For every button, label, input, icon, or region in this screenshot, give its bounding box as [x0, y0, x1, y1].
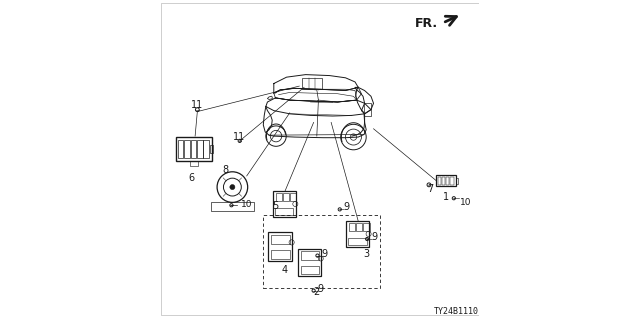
Bar: [178, 140, 183, 158]
Text: 10: 10: [460, 197, 471, 206]
Bar: [210, 145, 213, 153]
Bar: [263, 215, 380, 288]
Bar: [446, 177, 449, 185]
Bar: [211, 202, 254, 211]
Bar: [271, 235, 290, 244]
Bar: [197, 140, 203, 158]
Bar: [438, 177, 441, 185]
Text: FR.: FR.: [415, 18, 438, 30]
Bar: [204, 140, 209, 158]
Bar: [268, 232, 292, 261]
Bar: [450, 177, 454, 185]
Text: 9: 9: [343, 202, 349, 212]
Bar: [273, 191, 296, 217]
Text: 4: 4: [282, 265, 288, 275]
Bar: [276, 193, 282, 201]
Text: 1: 1: [444, 192, 449, 202]
Bar: [349, 223, 355, 231]
Text: 11: 11: [191, 100, 204, 110]
Bar: [190, 161, 198, 166]
Bar: [184, 140, 190, 158]
Bar: [271, 250, 290, 259]
Text: 10: 10: [241, 200, 253, 209]
Text: TY24B1110: TY24B1110: [434, 307, 479, 316]
Circle shape: [230, 185, 235, 190]
Bar: [436, 175, 456, 186]
Bar: [298, 249, 321, 276]
Bar: [176, 137, 212, 161]
Bar: [442, 177, 445, 185]
Bar: [303, 78, 321, 89]
Text: 2: 2: [314, 287, 320, 297]
Bar: [356, 223, 362, 231]
Bar: [364, 103, 371, 116]
Bar: [346, 221, 369, 247]
Text: 9: 9: [321, 249, 327, 259]
Text: 3: 3: [363, 249, 369, 259]
Text: 9: 9: [371, 232, 377, 242]
Bar: [301, 266, 319, 274]
Text: 9: 9: [317, 284, 324, 294]
Bar: [456, 178, 458, 184]
Text: 7: 7: [427, 184, 433, 194]
Text: 8: 8: [223, 165, 228, 175]
Bar: [290, 193, 296, 201]
Bar: [283, 193, 289, 201]
Text: 5: 5: [272, 201, 278, 211]
Bar: [191, 140, 196, 158]
Text: 6: 6: [188, 173, 194, 183]
Text: 11: 11: [232, 132, 245, 142]
Bar: [363, 223, 369, 231]
Bar: [301, 252, 319, 260]
Bar: [275, 208, 294, 215]
Bar: [348, 238, 367, 245]
